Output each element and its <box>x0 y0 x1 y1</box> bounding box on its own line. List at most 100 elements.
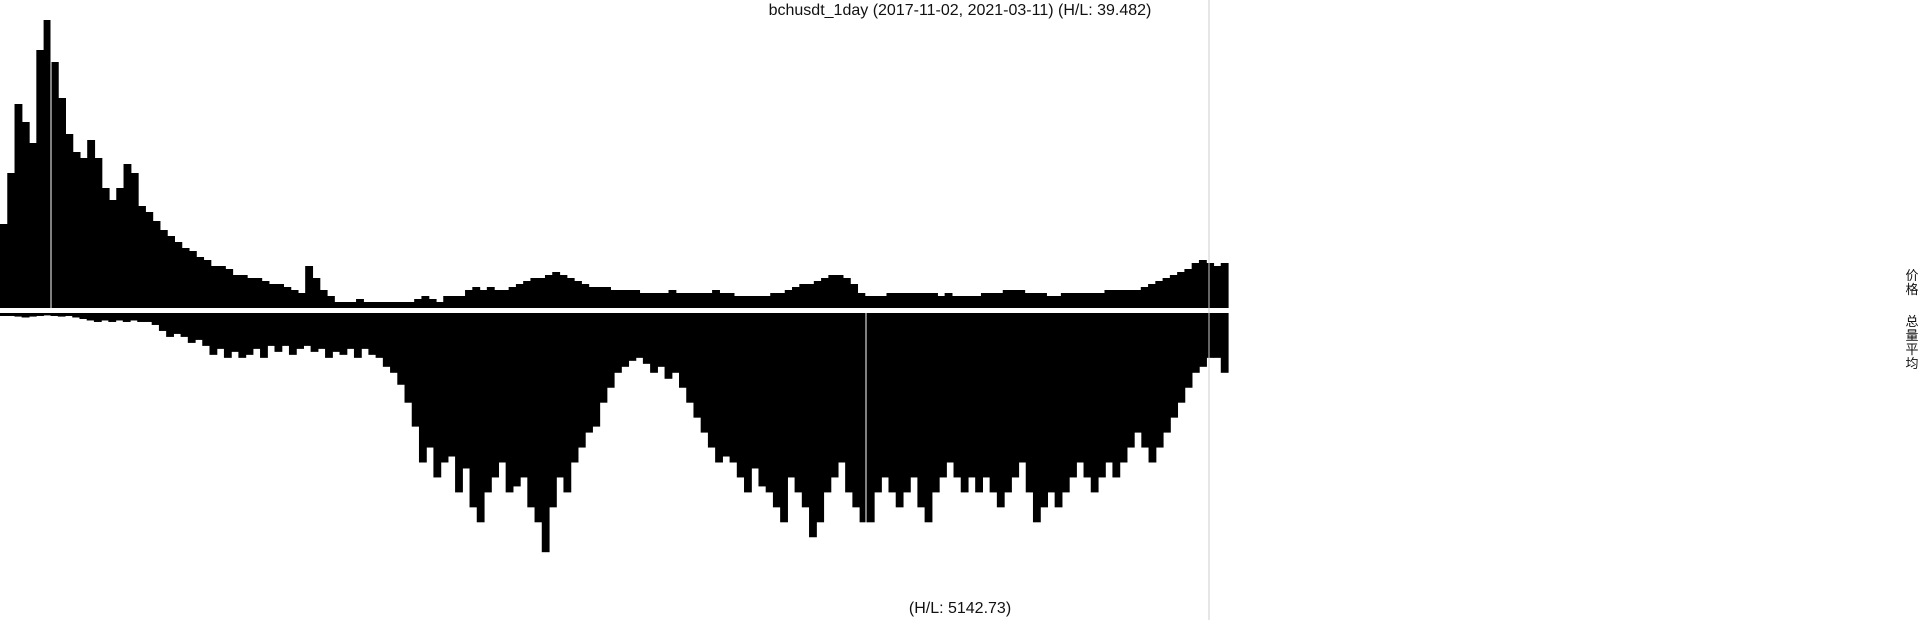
price-bar <box>864 296 873 308</box>
price-bar <box>1140 287 1149 308</box>
price-bar <box>494 290 502 308</box>
price-bar <box>980 293 989 308</box>
volume-bar <box>1032 313 1041 523</box>
price-bar <box>465 290 473 308</box>
price-bar <box>145 212 154 308</box>
volume-bar <box>765 313 774 493</box>
volume-bar <box>642 313 651 364</box>
volume-bar <box>1148 313 1157 463</box>
volume-bar <box>512 313 521 487</box>
price-bar <box>188 251 197 308</box>
price-bar <box>944 293 953 308</box>
volume-bar <box>996 313 1005 508</box>
volume-bar <box>628 313 637 361</box>
price-bar <box>1198 260 1207 308</box>
volume-bar <box>498 313 507 463</box>
price-bar <box>1206 263 1215 308</box>
price-bar <box>1060 293 1069 308</box>
price-bar <box>14 104 23 308</box>
price-bar <box>1220 263 1229 308</box>
volume-bar <box>115 313 124 321</box>
volume-bar <box>310 313 319 352</box>
volume-bar <box>281 313 290 346</box>
volume-bar <box>881 313 890 478</box>
price-bar <box>181 248 190 308</box>
price-bar <box>334 302 343 308</box>
volume-bar <box>1047 313 1056 493</box>
volume-bar <box>137 313 146 322</box>
volume-bar <box>195 313 203 340</box>
price-bar <box>951 296 960 308</box>
price-bar <box>508 287 517 308</box>
price-bar <box>624 290 633 308</box>
price-bar <box>835 275 844 308</box>
price-bar <box>1039 293 1047 308</box>
volume-bar <box>476 313 485 523</box>
volume-bar <box>635 313 644 358</box>
volume-bar <box>267 313 276 346</box>
price-bar <box>842 278 851 308</box>
price-bar <box>973 296 982 308</box>
volume-bar <box>151 313 160 325</box>
volume-bar <box>375 313 384 358</box>
volume-bar <box>180 313 189 337</box>
price-bar <box>72 152 81 308</box>
volume-bar <box>202 313 211 346</box>
volume-bar <box>859 313 868 523</box>
volume-bar <box>606 313 615 388</box>
volume-bar <box>671 313 680 373</box>
volume-bar <box>274 313 283 352</box>
volume-bar <box>809 313 817 538</box>
volume-bar <box>158 313 167 331</box>
volume-bar <box>895 313 904 508</box>
price-bar <box>617 290 626 308</box>
volume-bar <box>288 313 297 355</box>
volume-bar <box>585 313 593 433</box>
price-bar <box>87 140 96 308</box>
price-bar <box>225 269 234 308</box>
price-bar <box>486 287 495 308</box>
price-bar <box>203 260 212 308</box>
price-bar <box>697 293 706 308</box>
price-bar <box>472 287 481 308</box>
price-bar <box>116 188 125 308</box>
volume-bar <box>874 313 882 493</box>
price-bar <box>108 200 117 308</box>
price-bar <box>7 173 16 308</box>
volume-bar <box>1083 313 1092 478</box>
volume-bar <box>1025 313 1034 493</box>
volume-bar <box>1004 313 1012 493</box>
price-bar <box>450 296 459 308</box>
volume-bar <box>440 313 449 463</box>
volume-bar <box>28 313 37 317</box>
price-bar <box>174 242 183 308</box>
volume-bar <box>967 313 976 478</box>
volume-bar <box>888 313 897 493</box>
price-bar <box>886 293 895 308</box>
price-bar <box>792 287 800 308</box>
price-bar <box>661 293 670 308</box>
volume-bar <box>816 313 825 523</box>
volume-bar <box>65 313 73 316</box>
volume-bar <box>404 313 413 403</box>
price-bar <box>356 299 364 308</box>
price-bar <box>210 266 219 308</box>
price-bar <box>959 296 968 308</box>
volume-bar <box>866 313 875 523</box>
price-bar <box>58 98 66 308</box>
volume-bar <box>1134 313 1142 433</box>
volume-bar <box>1191 313 1200 373</box>
price-bar <box>726 293 735 308</box>
price-bar <box>435 302 444 308</box>
volume-bar <box>505 313 514 493</box>
price-bar <box>581 284 590 308</box>
volume-bar <box>491 313 500 478</box>
volume-bar <box>917 313 926 508</box>
volume-bar <box>1213 313 1222 358</box>
volume-bar <box>989 313 998 493</box>
price-bar <box>392 302 401 308</box>
volume-bar <box>238 313 247 358</box>
volume-bar <box>563 313 572 493</box>
price-bar <box>399 302 408 308</box>
